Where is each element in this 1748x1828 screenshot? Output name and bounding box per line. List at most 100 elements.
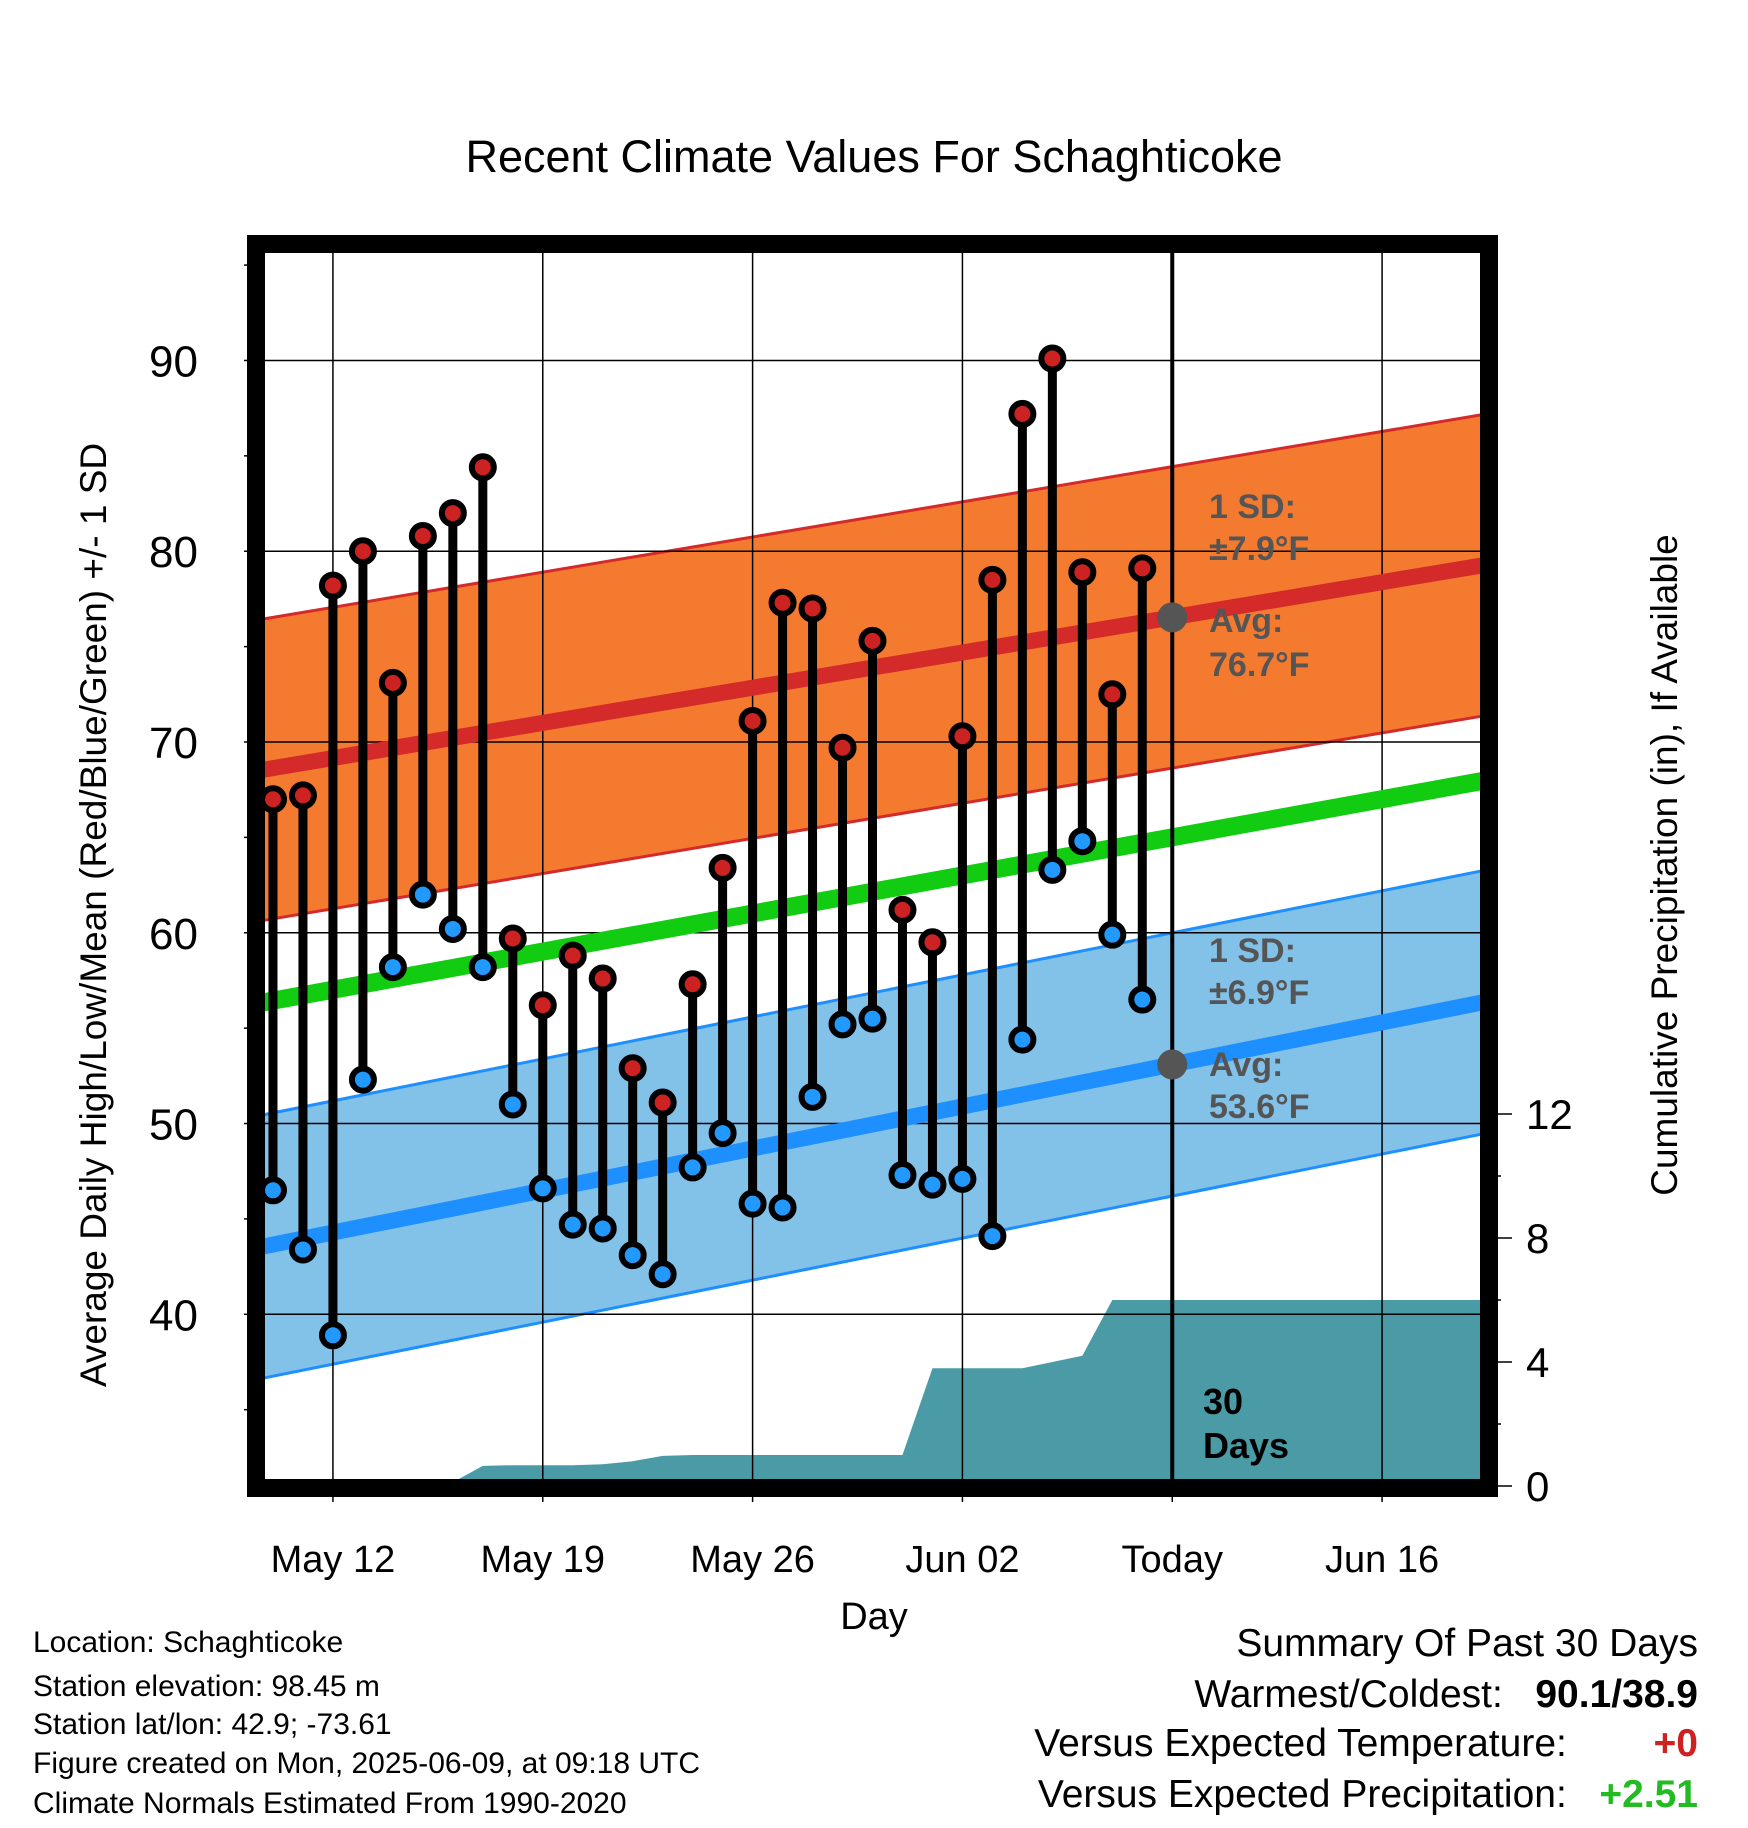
daily-low-point [798, 1082, 827, 1111]
daily-high-point [378, 668, 407, 697]
daily-high-point [498, 924, 527, 953]
normals-text: Climate Normals Estimated From 1990-2020 [33, 1787, 627, 1820]
plot-frame [247, 235, 1498, 1497]
daily-high-point [798, 594, 827, 623]
daily-low-point [1008, 1025, 1037, 1054]
x-tick-label: Jun 16 [1325, 1539, 1439, 1581]
axes: 40 50 60 70 80 90 0 4 8 12 May 12 May 19 May 26 Jun 0… [149, 264, 1573, 1581]
daily-high-point [978, 565, 1007, 594]
y-axis-right-title: Cumulative Precipitation (in), If Availa… [1644, 534, 1685, 1196]
y-tick-label: 60 [149, 910, 198, 959]
x-axis-title: Day [840, 1596, 908, 1638]
days-label-number: 30 [1203, 1381, 1243, 1422]
daily-low-point [948, 1164, 977, 1193]
created-text: Figure created on Mon, 2025-06-09, at 09… [33, 1747, 701, 1780]
y-tick-label: 40 [149, 1291, 198, 1340]
daily-high-point [738, 707, 767, 736]
daily-low-point [708, 1119, 737, 1148]
daily-high-point [468, 453, 497, 482]
daily-low-point [618, 1241, 647, 1270]
daily-low-point [258, 1176, 287, 1205]
daily-low-point [738, 1189, 767, 1218]
daily-low-point [438, 914, 467, 943]
precip-label: Versus Expected Precipitation: [1037, 1773, 1567, 1816]
daily-low-point [528, 1174, 557, 1203]
daily-low-point [288, 1235, 317, 1264]
daily-high-point [918, 928, 947, 957]
precip-tick-label: 12 [1526, 1091, 1573, 1138]
daily-high-point [648, 1088, 677, 1117]
daily-high-point [888, 895, 917, 924]
daily-high-point [618, 1054, 647, 1083]
precip-value: +2.51 [1599, 1773, 1698, 1816]
daily-high-point [1068, 558, 1097, 587]
daily-low-point [588, 1214, 617, 1243]
daily-low-point [978, 1222, 1007, 1251]
x-tick-label: May 12 [271, 1539, 396, 1581]
summary-precip: Versus Expected Precipitation: +2.51 [1038, 1773, 1698, 1817]
x-tick-label: May 19 [480, 1539, 605, 1581]
daily-low-point [1128, 985, 1157, 1014]
daily-low-point [1068, 827, 1097, 856]
daily-low-point [348, 1065, 377, 1094]
normal-low-line [256, 993, 1489, 1256]
y-tick-label: 80 [149, 528, 198, 577]
daily-high-point [768, 588, 797, 617]
chart-title: Recent Climate Values For Schaghticoke [465, 131, 1283, 182]
today-low-normal-marker [1157, 1049, 1188, 1080]
plot-border [247, 235, 1498, 1497]
high-avg-label: Avg: [1209, 602, 1283, 640]
precipitation-area [258, 1300, 1487, 1486]
daily-high-point [1128, 554, 1157, 583]
daily-high-point [558, 941, 587, 970]
daily-high-point [318, 571, 347, 600]
y-tick-label: 90 [149, 337, 198, 386]
daily-high-point [258, 785, 287, 814]
today-high-normal-marker [1157, 602, 1188, 633]
warm-cold-value: 90.1/38.9 [1535, 1673, 1698, 1716]
daily-low-point [918, 1170, 947, 1199]
high-sd-label: 1 SD: [1209, 488, 1296, 526]
summary-temp: Versus Expected Temperature: +0 [1034, 1722, 1698, 1766]
daily-high-point [1098, 680, 1127, 709]
y-tick-label: 70 [149, 719, 198, 768]
precip-tick-label: 0 [1526, 1463, 1549, 1510]
x-tick-label: Jun 02 [905, 1539, 1019, 1581]
low-sd-band-lower-edge [257, 1131, 1488, 1381]
daily-high-point [528, 991, 557, 1020]
daily-low-point [678, 1153, 707, 1182]
daily-high-low-bars [258, 344, 1157, 1350]
daily-high-point [678, 970, 707, 999]
y-axis-left-title: Average Daily High/Low/Mean (Red/Blue/Gr… [73, 443, 114, 1387]
daily-high-point [408, 521, 437, 550]
daily-high-point [708, 853, 737, 882]
daily-low-point [888, 1161, 917, 1190]
daily-high-point [288, 781, 317, 810]
low-sd-label: 1 SD: [1209, 932, 1296, 970]
daily-low-point [558, 1210, 587, 1239]
low-avg-value: 53.6°F [1209, 1088, 1310, 1126]
today-line [1157, 246, 1188, 1486]
low-sd-value: ±6.9°F [1209, 974, 1309, 1012]
summary-warm-cold: Warmest/Coldest: 90.1/38.9 [1194, 1673, 1698, 1717]
daily-low-point [1098, 920, 1127, 949]
daily-high-point [1038, 344, 1067, 373]
high-sd-value: ±7.9°F [1209, 530, 1309, 568]
precip-tick-label: 4 [1526, 1339, 1549, 1386]
daily-low-point [828, 1010, 857, 1039]
summary-heading: Summary Of Past 30 Days [1236, 1622, 1698, 1665]
latlon-text: Station lat/lon: 42.9; -73.61 [33, 1708, 392, 1741]
daily-low-point [318, 1321, 347, 1350]
warm-cold-label: Warmest/Coldest: [1194, 1673, 1503, 1716]
daily-high-point [348, 537, 377, 566]
daily-low-point [378, 953, 407, 982]
daily-low-point [408, 880, 437, 909]
daily-low-point [498, 1090, 527, 1119]
daily-low-point [858, 1004, 887, 1033]
temp-value: +0 [1653, 1722, 1698, 1765]
precip-tick-label: 8 [1526, 1215, 1549, 1262]
daily-low-point [1038, 855, 1067, 884]
y-tick-label: 50 [149, 1101, 198, 1150]
daily-high-point [1008, 399, 1037, 428]
